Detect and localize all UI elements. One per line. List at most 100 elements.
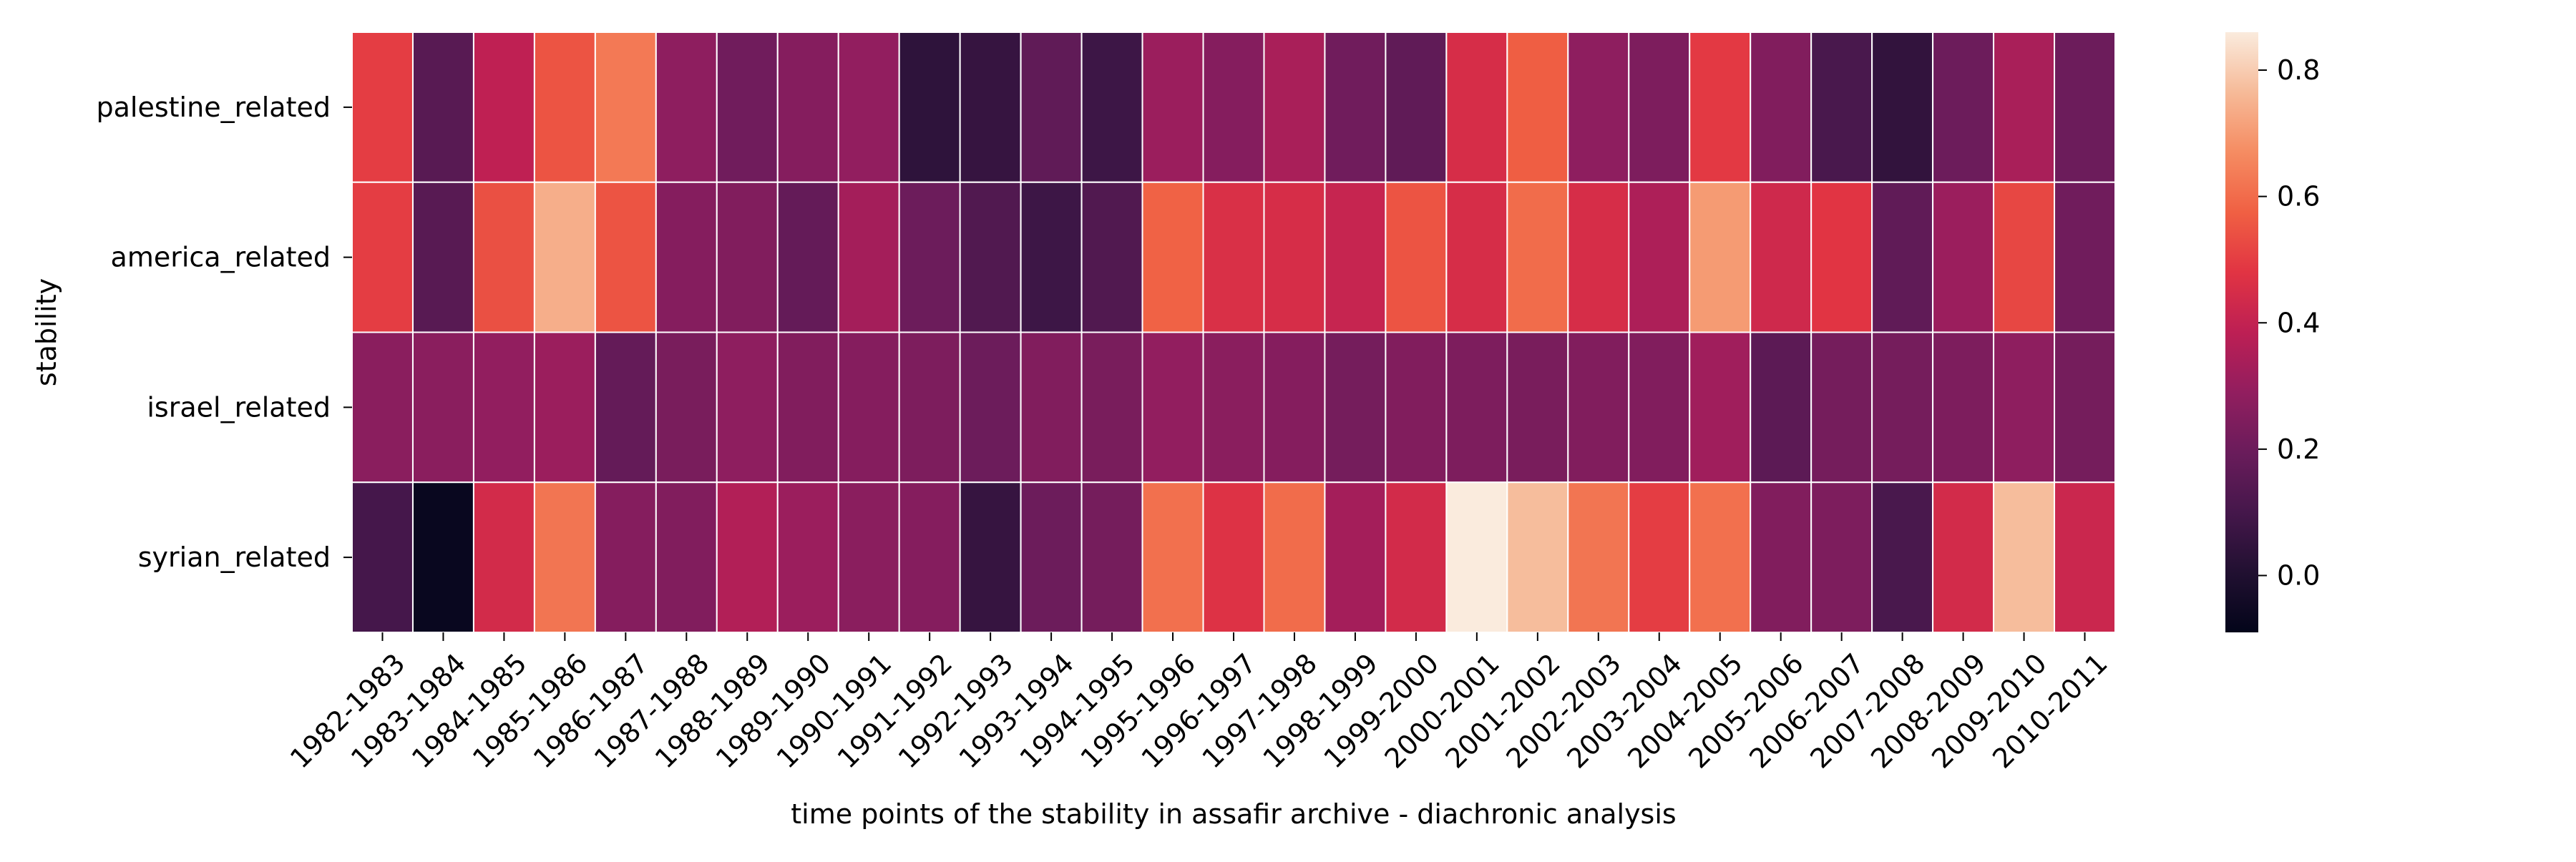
heatmap-cell-syrian_related-1982-1983	[351, 481, 414, 633]
colorbar: 0.0 0.2 0.4 0.6 0.8	[2225, 32, 2320, 632]
heatmap-cell-israel_related-2008-2009	[1932, 331, 1995, 484]
y-tick-label: palestine_related	[97, 92, 331, 123]
colorbar-ticks: 0.0 0.2 0.4 0.6 0.8	[2258, 54, 2320, 592]
heatmap-cell-israel_related-1982-1983	[351, 331, 414, 484]
heatmap-cell-syrian_related-1992-1993	[959, 481, 1022, 633]
heatmap-cell-israel_related-1993-1994	[1020, 331, 1083, 484]
heatmap-cell-palestine_related-1994-1995	[1080, 31, 1143, 183]
heatmap-cell-america_related-2006-2007	[1810, 181, 1873, 333]
heatmap-cell-israel_related-2000-2001	[1445, 331, 1508, 484]
heatmap-cell-syrian_related-1994-1995	[1080, 481, 1143, 633]
heatmap-cell-israel_related-2004-2005	[1689, 331, 1752, 484]
heatmap-cell-israel_related-1987-1988	[655, 331, 718, 484]
heatmap-cell-america_related-2010-2011	[2054, 181, 2116, 333]
heatmap-cell-palestine_related-1984-1985	[472, 31, 535, 183]
heatmap-cell-israel_related-1996-1997	[1202, 331, 1265, 484]
heatmap-cell-israel_related-2001-2002	[1506, 331, 1569, 484]
heatmap-cell-syrian_related-1984-1985	[472, 481, 535, 633]
colorbar-gradient	[2225, 32, 2258, 632]
heatmap-cell-syrian_related-1998-1999	[1324, 481, 1387, 633]
heatmap-cell-america_related-1998-1999	[1324, 181, 1387, 333]
heatmap-cell-america_related-1982-1983	[351, 181, 414, 333]
heatmap-cell-israel_related-1986-1987	[594, 331, 657, 484]
y-tick-label: israel_related	[147, 391, 331, 423]
heatmap-cell-israel_related-1990-1991	[837, 331, 900, 484]
heatmap-cell-america_related-1992-1993	[959, 181, 1022, 333]
heatmap-cell-israel_related-1994-1995	[1080, 331, 1143, 484]
colorbar-tick-label: 0.4	[2277, 307, 2320, 338]
heatmap-cell-syrian_related-1985-1986	[533, 481, 596, 633]
heatmap-cell-palestine_related-2004-2005	[1689, 31, 1752, 183]
colorbar-tick-label: 0.2	[2277, 434, 2320, 465]
heatmap-cell-syrian_related-2002-2003	[1567, 481, 1630, 633]
heatmap-cell-israel_related-2009-2010	[1993, 331, 2056, 484]
heatmap-cell-palestine_related-2005-2006	[1750, 31, 1813, 183]
heatmap-cell-palestine_related-2003-2004	[1628, 31, 1691, 183]
heatmap-cell-israel_related-1995-1996	[1141, 331, 1204, 484]
heatmap-cell-palestine_related-2006-2007	[1810, 31, 1873, 183]
heatmap-cell-israel_related-1991-1992	[898, 331, 961, 484]
heatmap-cell-syrian_related-2009-2010	[1993, 481, 2056, 633]
heatmap-cell-syrian_related-1987-1988	[655, 481, 718, 633]
heatmap-cell-syrian_related-1989-1990	[776, 481, 839, 633]
heatmap-cell-america_related-2001-2002	[1506, 181, 1569, 333]
heatmap-cell-palestine_related-1988-1989	[716, 31, 779, 183]
heatmap-cell-palestine_related-1991-1992	[898, 31, 961, 183]
colorbar-tick-label: 0.6	[2277, 181, 2320, 212]
heatmap-cell-syrian_related-1983-1984	[411, 481, 474, 633]
heatmap-cell-america_related-1991-1992	[898, 181, 961, 333]
heatmap-cell-america_related-1988-1989	[716, 181, 779, 333]
y-tick-label: syrian_related	[138, 542, 331, 573]
heatmap-cell-syrian_related-1993-1994	[1020, 481, 1083, 633]
heatmap-cell-america_related-1983-1984	[411, 181, 474, 333]
heatmap-cell-syrian_related-2004-2005	[1689, 481, 1752, 633]
heatmap-cell-palestine_related-1999-2000	[1385, 31, 1448, 183]
heatmap-cell-palestine_related-2001-2002	[1506, 31, 1569, 183]
heatmap-cell-israel_related-1984-1985	[472, 331, 535, 484]
heatmap-cell-america_related-2002-2003	[1567, 181, 1630, 333]
heatmap-cell-palestine_related-1992-1993	[959, 31, 1022, 183]
heatmap-cell-palestine_related-2002-2003	[1567, 31, 1630, 183]
y-tick-label: america_related	[111, 242, 331, 273]
heatmap-cell-syrian_related-1988-1989	[716, 481, 779, 633]
heatmap-cell-america_related-1989-1990	[776, 181, 839, 333]
heatmap-cell-syrian_related-2003-2004	[1628, 481, 1691, 633]
x-axis: 1982-19831983-19841984-19851985-19861986…	[284, 632, 2114, 775]
heatmap-cell-palestine_related-2010-2011	[2054, 31, 2116, 183]
heatmap-cell-america_related-1994-1995	[1080, 181, 1143, 333]
heatmap-cell-israel_related-1989-1990	[776, 331, 839, 484]
heatmap-cell-syrian_related-1986-1987	[594, 481, 657, 633]
y-axis: palestine_related america_related israel_r…	[97, 92, 352, 573]
colorbar-tick-label: 0.8	[2277, 54, 2320, 86]
heatmap-cell-america_related-2005-2006	[1750, 181, 1813, 333]
heatmap-cell-palestine_related-1982-1983	[351, 31, 414, 183]
heatmap-cell-palestine_related-1990-1991	[837, 31, 900, 183]
heatmap-cell-syrian_related-1996-1997	[1202, 481, 1265, 633]
heatmap-cell-syrian_related-1999-2000	[1385, 481, 1448, 633]
heatmap-cell-syrian_related-1991-1992	[898, 481, 961, 633]
heatmap-cell-palestine_related-1989-1990	[776, 31, 839, 183]
heatmap-cell-america_related-1987-1988	[655, 181, 718, 333]
heatmap-cell-syrian_related-2006-2007	[1810, 481, 1873, 633]
colorbar-tick-label: 0.0	[2277, 560, 2320, 592]
heatmap-cell-palestine_related-1997-1998	[1263, 31, 1326, 183]
heatmap-cell-israel_related-1998-1999	[1324, 331, 1387, 484]
heatmap-cell-palestine_related-2007-2008	[1871, 31, 1934, 183]
heatmap-cell-israel_related-1992-1993	[959, 331, 1022, 484]
heatmap-cell-israel_related-2005-2006	[1750, 331, 1813, 484]
heatmap-cell-palestine_related-1995-1996	[1141, 31, 1204, 183]
heatmap-cell-syrian_related-2001-2002	[1506, 481, 1569, 633]
heatmap-cell-israel_related-2003-2004	[1628, 331, 1691, 484]
heatmap-cell-palestine_related-2008-2009	[1932, 31, 1995, 183]
heatmap-cell-syrian_related-2010-2011	[2054, 481, 2116, 633]
heatmap-cell-syrian_related-2007-2008	[1871, 481, 1934, 633]
heatmap-cell-palestine_related-2000-2001	[1445, 31, 1508, 183]
heatmap-cell-israel_related-2010-2011	[2054, 331, 2116, 484]
heatmap-cell-palestine_related-1983-1984	[411, 31, 474, 183]
heatmap-cell-israel_related-1985-1986	[533, 331, 596, 484]
heatmap-cell-palestine_related-1986-1987	[594, 31, 657, 183]
heatmap-cell-america_related-1999-2000	[1385, 181, 1448, 333]
heatmap-cell-syrian_related-2005-2006	[1750, 481, 1813, 633]
heatmap-cell-america_related-2003-2004	[1628, 181, 1691, 333]
heatmap-cell-syrian_related-1997-1998	[1263, 481, 1326, 633]
